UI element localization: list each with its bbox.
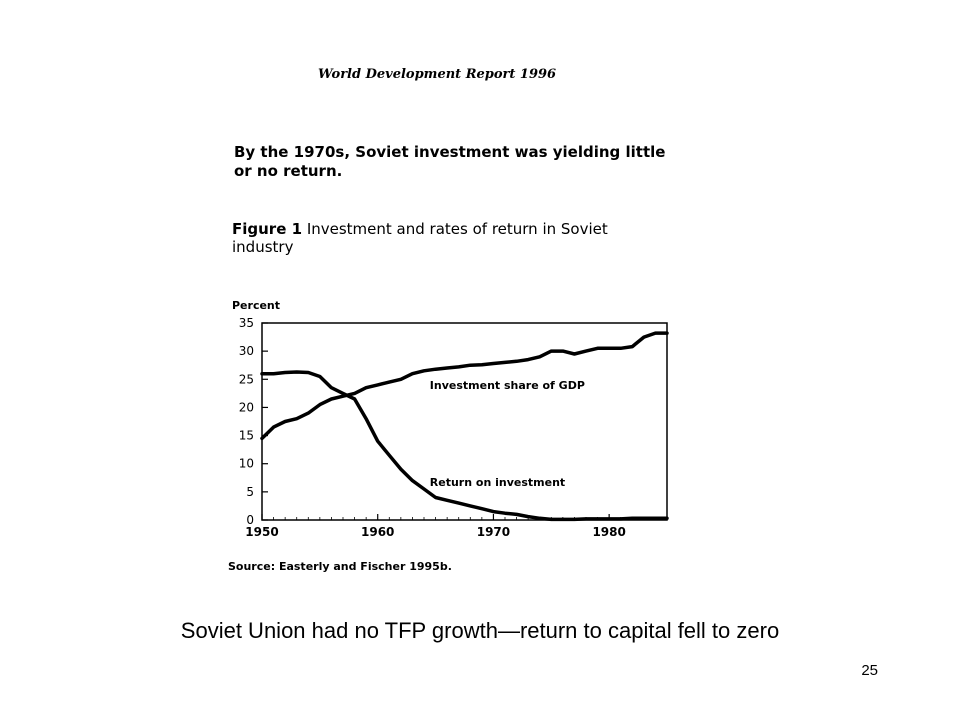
line-chart: 0 5 10 15 20 25 30 35 1950 1960 1970 1980 Percent In… [232,299,669,539]
page-number: 25 [861,662,878,679]
investment-share-label: Investment share of GDP [430,379,585,392]
y-tick-label: 10 [239,457,254,471]
x-tick-label: 1950 [245,525,278,539]
x-tick-label: 1970 [477,525,510,539]
investment-share-line [260,331,669,441]
y-tick-label: 35 [239,316,254,330]
figure-headline: By the 1970s, Soviet investment was yiel… [234,143,666,180]
return-on-investment-label: Return on investment [430,476,565,489]
y-tick-label: 20 [239,400,254,414]
figure-source: Source: Easterly and Fischer 1995b. [228,560,452,573]
y-tick-label: 5 [246,485,254,499]
plot-frame [261,322,668,521]
scanned-figure-page: World Development Report 1996 By the 197… [220,55,680,585]
figure-title-block: Figure 1 Investment and rates of return … [232,220,672,256]
x-tick-label: 1960 [361,525,394,539]
y-axis-label: Percent [232,299,280,312]
y-tick-label: 25 [239,372,254,386]
y-tick-label: 30 [239,344,254,358]
figure-title: Investment and rates of return in Soviet… [232,220,608,256]
y-tick-label: 0 [246,513,254,527]
report-title: World Development Report 1996 [318,67,557,82]
return-on-investment-line [260,370,669,522]
y-tick-label: 15 [239,429,254,443]
slide-caption: Soviet Union had no TFP growth—return to… [180,618,780,643]
x-tick-label: 1980 [592,525,625,539]
figure-label: Figure 1 [232,220,303,238]
